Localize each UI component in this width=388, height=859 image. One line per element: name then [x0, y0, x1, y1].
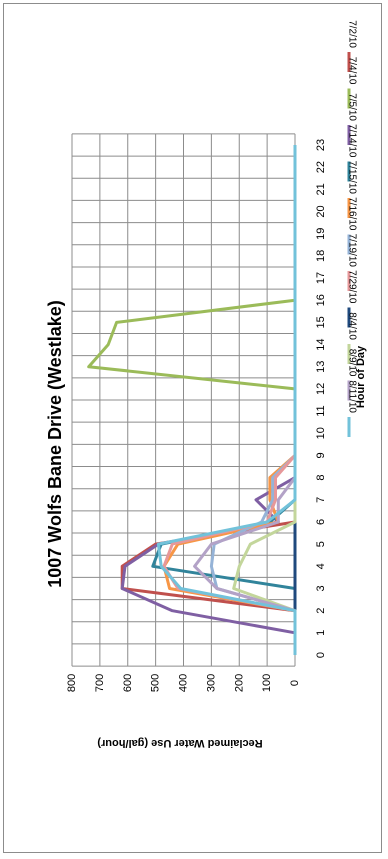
x-tick-label: 1 — [315, 630, 327, 636]
x-tick-label: 21 — [315, 183, 327, 195]
legend-entry-label: 8/4/10 — [347, 312, 358, 340]
legend-entry-label: 7/14/10 — [347, 124, 358, 158]
x-tick-label: 18 — [315, 250, 327, 262]
x-tick-label: 19 — [315, 228, 327, 240]
chart-frame — [3, 3, 382, 853]
legend-entry-label: 7/5/10 — [347, 93, 358, 121]
x-tick-label: 12 — [315, 383, 327, 395]
legend-entry-label: 8/9/10 — [347, 349, 358, 377]
legend-entry-label: 7/2/10 — [347, 20, 358, 48]
legend-entry-label: 7/19/10 — [347, 234, 358, 268]
x-tick-label: 3 — [315, 585, 327, 591]
legend: 7/2/10 7/4/10 7/5/10 7/14/10 7/15/10 7/16/10 7… — [347, 20, 358, 437]
y-axis-tick-labels: 0 100 200 300 400 500 600 700 800 — [66, 674, 301, 692]
x-tick-label: 4 — [315, 563, 327, 569]
chart-title: 1007 Wolfs Bane Drive (Westlake) — [45, 300, 65, 587]
legend-entry-label: 7/4/10 — [347, 57, 358, 85]
x-tick-label: 0 — [315, 652, 327, 658]
y-tick-label: 300 — [205, 674, 217, 692]
legend-entry-label: 8/11/10 — [347, 380, 358, 413]
x-tick-label: 22 — [315, 161, 327, 173]
x-tick-label: 2 — [315, 608, 327, 614]
x-tick-label: 16 — [315, 294, 327, 306]
x-tick-label: 13 — [315, 361, 327, 373]
y-axis-title: Reclaimed Water Use (gal/hour) — [97, 737, 263, 749]
x-tick-label: 10 — [315, 427, 327, 439]
series-line — [156, 145, 297, 655]
y-tick-label: 400 — [178, 674, 190, 692]
y-tick-label: 100 — [261, 674, 273, 692]
x-tick-label: 11 — [315, 405, 327, 416]
y-tick-label: 700 — [94, 674, 106, 692]
x-tick-label: 8 — [315, 475, 327, 481]
x-tick-label: 17 — [315, 272, 327, 284]
x-tick-label: 14 — [315, 338, 327, 350]
y-tick-label: 500 — [150, 674, 162, 692]
plot-gridlines — [71, 133, 296, 667]
x-tick-label: 9 — [315, 452, 327, 458]
x-tick-label: 6 — [315, 519, 327, 525]
y-tick-label: 200 — [233, 674, 245, 692]
x-tick-label: 20 — [315, 205, 327, 217]
x-tick-label: 15 — [315, 316, 327, 328]
y-tick-label: 800 — [66, 674, 78, 692]
series-lines — [87, 145, 297, 655]
y-tick-label: 0 — [289, 680, 301, 686]
x-tick-label: 23 — [315, 139, 327, 151]
x-tick-label: 7 — [315, 497, 327, 503]
x-axis-title: Hour of Day — [355, 345, 367, 408]
x-tick-label: 5 — [315, 541, 327, 547]
y-tick-label: 600 — [122, 674, 134, 692]
legend-entry-label: 7/29/10 — [347, 270, 358, 304]
legend-entry-label: 7/16/10 — [347, 197, 358, 231]
legend-entry-label: 7/15/10 — [347, 161, 358, 195]
